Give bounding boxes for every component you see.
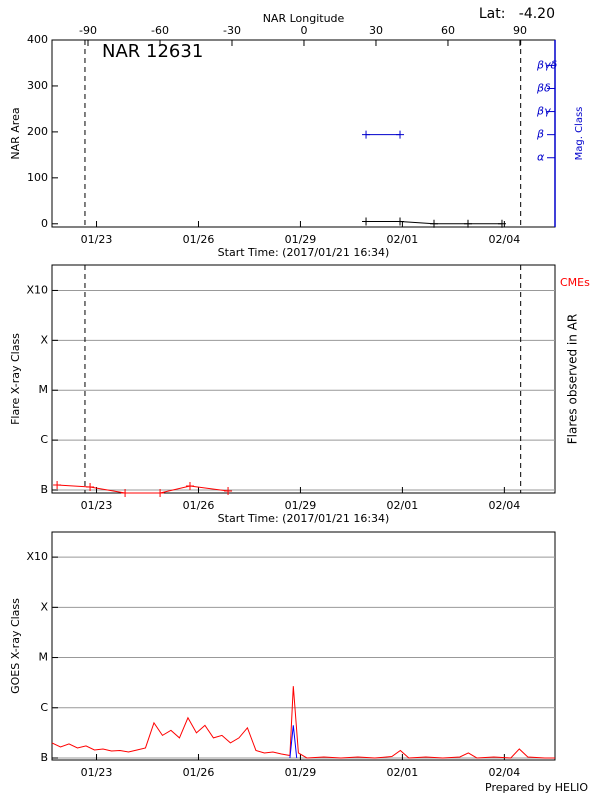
y-axis-label: Flare X-ray Class [9, 333, 22, 425]
data-line [57, 484, 229, 494]
footer: Prepared by HELIO [485, 781, 588, 794]
data-point [86, 483, 95, 492]
y2-tick-label: βγ [536, 105, 551, 118]
plot-frame [51, 264, 556, 494]
x-tick-label: 02/01 [387, 233, 419, 246]
x-tick-label: 01/26 [183, 233, 215, 246]
y-tick-label: B [40, 483, 48, 496]
data-point [463, 219, 472, 228]
x-axis-label: Start Time: (2017/01/21 16:34) [218, 246, 390, 259]
x-tick-label: 01/26 [183, 499, 215, 512]
x-tick-label: 02/04 [489, 233, 521, 246]
y2-axis-label: Mag. Class [574, 107, 585, 161]
x-tick-label: 01/29 [285, 233, 317, 246]
x-tick-label: 02/04 [489, 766, 521, 779]
data-line [51, 686, 555, 759]
y2-axis-label: Flares observed in AR [566, 314, 580, 444]
y-tick-label: X10 [26, 283, 48, 296]
y-tick-label: X [40, 600, 48, 613]
y-tick-label: 300 [27, 79, 48, 92]
x2-tick-label: 60 [441, 24, 455, 37]
x-tick-label: 01/23 [81, 233, 113, 246]
panel-title: NAR 12631 [102, 41, 203, 62]
y-tick-label: C [40, 433, 48, 446]
x2-axis-label: NAR Longitude [263, 12, 345, 25]
y-tick-label: C [40, 701, 48, 714]
plot-frame [51, 531, 556, 761]
y-tick-label: X10 [26, 550, 48, 563]
x-tick-label: 01/23 [81, 499, 113, 512]
x2-tick-label: -60 [151, 24, 169, 37]
x-tick-label: 01/23 [81, 766, 113, 779]
y2-tick-label: βδ [536, 81, 551, 94]
x-tick-label: 01/29 [285, 499, 317, 512]
data-point [396, 130, 405, 139]
x2-tick-label: 0 [300, 24, 307, 37]
x-axis-label: Start Time: (2017/01/21 16:34) [218, 512, 390, 525]
x2-tick-label: -90 [79, 24, 97, 37]
x2-tick-label: 30 [369, 24, 383, 37]
data-point [156, 489, 165, 497]
y-tick-label: M [39, 383, 49, 396]
y2-tick-label: α [537, 151, 545, 164]
data-point [362, 130, 371, 139]
x2-tick-label: -30 [223, 24, 241, 37]
data-point [185, 482, 194, 491]
x-tick-label: 02/01 [387, 499, 419, 512]
data-point [362, 217, 371, 226]
x-tick-label: 02/01 [387, 766, 419, 779]
cme-label: CMEs [560, 276, 590, 289]
y-axis-label: NAR Area [9, 107, 22, 159]
data-point [224, 487, 233, 496]
y-tick-label: B [40, 751, 48, 764]
y-tick-label: X [40, 333, 48, 346]
x-tick-label: 01/29 [285, 766, 317, 779]
y-axis-label: GOES X-ray Class [9, 598, 22, 694]
x-tick-label: 02/04 [489, 499, 521, 512]
data-point [396, 217, 405, 226]
x2-tick-label: 90 [513, 24, 527, 37]
data-point [121, 489, 130, 497]
x-tick-label: 01/26 [183, 766, 215, 779]
y-tick-label: M [39, 651, 49, 664]
y2-tick-label: βγδ [536, 58, 558, 71]
data-point [497, 219, 506, 228]
latitude: Lat: -4.20 [479, 6, 555, 22]
y-tick-label: 0 [41, 217, 48, 230]
y-tick-label: 400 [27, 33, 48, 46]
y-tick-label: 100 [27, 171, 48, 184]
y-tick-label: 200 [27, 125, 48, 138]
y2-tick-label: β [536, 128, 544, 141]
data-point [430, 219, 439, 228]
data-line [289, 725, 298, 759]
plot-frame [51, 39, 556, 228]
data-point [53, 481, 62, 490]
